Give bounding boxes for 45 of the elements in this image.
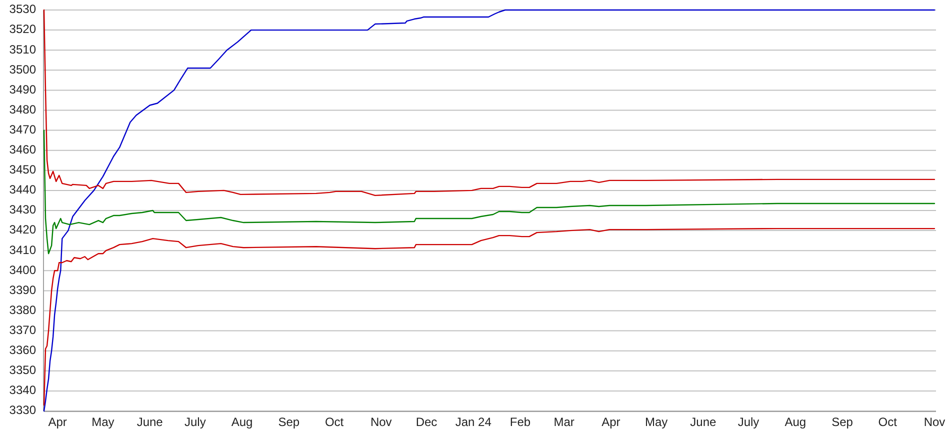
x-tick-label: July — [184, 415, 206, 429]
x-tick-label: Sep — [832, 415, 854, 429]
x-tick-label: Aug — [231, 415, 253, 429]
x-tick-label: July — [738, 415, 760, 429]
x-tick-label: Sep — [278, 415, 300, 429]
x-tick-label: Dec — [416, 415, 438, 429]
y-tick-label: 3500 — [9, 62, 36, 76]
y-tick-label: 3430 — [9, 202, 36, 217]
line-series — [43, 228, 936, 406]
y-tick-label: 3440 — [9, 182, 36, 197]
y-tick-label: 3490 — [9, 82, 36, 96]
y-tick-label: 3450 — [9, 162, 36, 177]
line-series — [43, 9, 936, 412]
y-tick-label: 3350 — [9, 363, 36, 378]
y-tick-label: 3460 — [9, 142, 36, 157]
y-tick-label: 3340 — [9, 383, 36, 398]
y-tick-label: 3470 — [9, 122, 36, 136]
x-tick-label: Apr — [48, 415, 67, 429]
x-tick-label: Aug — [784, 415, 806, 429]
y-tick-label: 3380 — [9, 302, 36, 317]
x-tick-label: Nov — [924, 415, 946, 429]
x-tick-label: Feb — [510, 415, 531, 429]
x-tick-label: Mar — [554, 415, 574, 429]
y-tick-label: 3480 — [9, 102, 36, 116]
y-tick-label: 3410 — [9, 242, 36, 257]
y-tick-label: 3420 — [9, 222, 36, 237]
y-tick-label: 3330 — [9, 403, 36, 418]
x-tick-label: May — [644, 415, 668, 429]
x-tick-label: June — [136, 415, 164, 429]
y-tick-label: 3390 — [9, 282, 36, 297]
x-tick-label: Nov — [370, 415, 392, 429]
y-tick-label: 3510 — [9, 42, 36, 56]
x-tick-label: May — [92, 415, 114, 429]
y-tick-label: 3400 — [9, 262, 36, 277]
y-tick-label: 3520 — [9, 22, 36, 36]
line-series — [43, 9, 936, 196]
x-tick-label: June — [690, 415, 717, 429]
x-tick-label: Apr — [602, 415, 620, 429]
y-tick-label: 3360 — [9, 343, 36, 358]
y-tick-label: 3370 — [9, 322, 36, 337]
line-series — [43, 130, 936, 254]
x-tick-label: Oct — [324, 415, 344, 429]
x-tick-label: Jan 24 — [455, 415, 492, 429]
y-tick-label: 3530 — [9, 2, 36, 16]
x-tick-label: Oct — [878, 415, 898, 429]
